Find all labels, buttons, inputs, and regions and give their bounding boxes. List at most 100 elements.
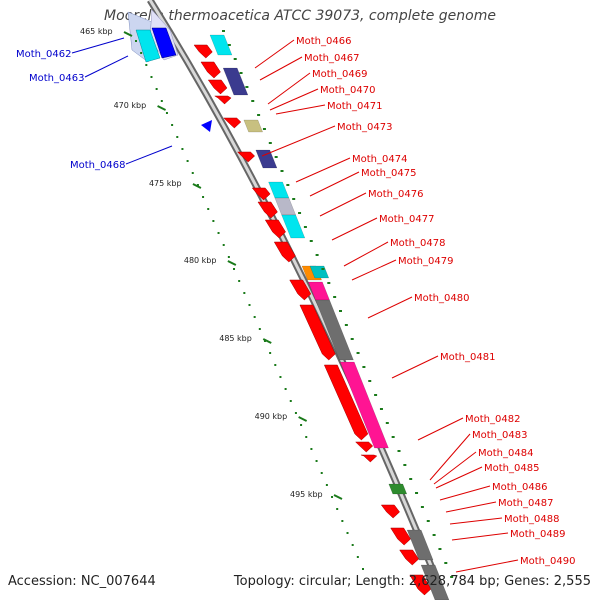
backbone-highlight (148, 0, 447, 600)
track-dot (274, 364, 277, 366)
gene-label: Moth_0487 (498, 498, 553, 509)
scale-tick-label: 470 kbp (114, 101, 147, 110)
track-dot (212, 220, 215, 222)
gene-label-leader (455, 559, 519, 573)
gene-label-leader (319, 192, 367, 217)
gene-label: Moth_0485 (484, 463, 539, 474)
scale-tick-mark (262, 338, 272, 344)
gene-label-leader (269, 88, 319, 111)
scale-tick-mark (192, 183, 202, 189)
gene-label: Moth_0462 (16, 49, 71, 60)
scale-tick-label: 490 kbp (255, 412, 288, 421)
gene-label: Moth_0466 (296, 36, 351, 47)
track-dot (258, 328, 261, 330)
forward-gene-mark (200, 61, 221, 79)
track-dot (160, 100, 163, 102)
track-dot (336, 508, 339, 510)
gene-label-leader (433, 451, 477, 485)
track-dot (217, 232, 220, 234)
gene-label: Moth_0479 (398, 256, 453, 267)
track-dot (391, 436, 395, 438)
track-dot (294, 412, 297, 414)
track-dot (438, 548, 442, 550)
forward-gene-mark (251, 187, 271, 201)
track-dot (321, 268, 325, 270)
track-dot (145, 64, 148, 66)
gene-label-leader (445, 501, 497, 513)
gene-label-leader (429, 433, 471, 481)
track-dot (181, 148, 184, 150)
track-dot (361, 568, 364, 570)
gene-label-leader (267, 72, 311, 105)
track-dot (257, 114, 261, 116)
cog-block (281, 214, 306, 239)
track-dot (346, 532, 349, 534)
track-dot (450, 576, 454, 578)
gene-label-leader (295, 157, 351, 183)
track-dot (135, 40, 137, 42)
track-dot (315, 460, 318, 462)
track-dot (356, 352, 360, 354)
gene-label-leader (261, 125, 336, 157)
gene-label: Moth_0463 (29, 73, 84, 84)
scale-tick-mark (157, 105, 167, 111)
track-dot (362, 366, 366, 368)
gene-label-leader (343, 241, 389, 267)
track-dot (341, 520, 344, 522)
scale-tick-mark (298, 416, 308, 422)
track-dot (274, 156, 278, 158)
track-dot (339, 310, 342, 312)
track-dot (397, 450, 401, 452)
gene-label-leader (391, 355, 439, 379)
track-dot (344, 324, 348, 326)
track-dot (269, 352, 272, 354)
scale-tick-label: 495 kbp (290, 490, 323, 499)
forward-gene-mark (355, 441, 374, 453)
track-dot (292, 198, 296, 200)
cog-block (420, 564, 450, 600)
gene-label: Moth_0481 (440, 352, 495, 363)
map-title: Moorella thermoacetica ATCC 39073, compl… (104, 8, 496, 24)
cog-block (274, 197, 297, 216)
track-dot (243, 292, 246, 294)
track-dot (233, 58, 237, 60)
gene-label: Moth_0470 (320, 85, 375, 96)
track-dot (327, 282, 331, 284)
track-dot (444, 562, 448, 564)
reverse-gene-mark (151, 27, 177, 59)
track-dot (207, 208, 210, 210)
forward-gene-mark (399, 549, 420, 566)
gene-label-leader (367, 296, 413, 319)
scale-tick-label: 465 kbp (80, 27, 113, 36)
forward-gene-mark (409, 574, 432, 596)
forward-gene-mark (390, 527, 411, 546)
cog-block (222, 67, 249, 96)
forward-gene-mark (323, 364, 369, 441)
gene-label-leader (449, 517, 503, 525)
gene-label: Moth_0484 (478, 448, 533, 459)
track-dot (374, 394, 378, 396)
track-dot (331, 496, 334, 498)
gene-label: Moth_0476 (368, 189, 423, 200)
track-dot (227, 44, 231, 46)
track-dot (351, 544, 354, 546)
gene-label-leader (71, 37, 125, 54)
gene-label: Moth_0483 (472, 430, 527, 441)
track-dot (222, 244, 225, 246)
accession-label: Accession: NC_007644 (8, 574, 156, 589)
gene-label-leader (417, 417, 464, 441)
gene-label: Moth_0475 (361, 168, 416, 179)
gene-label-leader (451, 532, 509, 541)
scale-tick-label: 480 kbp (184, 256, 217, 265)
scale-tick-label: 485 kbp (219, 334, 252, 343)
track-dot (309, 240, 313, 242)
gene-label: Moth_0469 (312, 69, 367, 80)
gene-label: Moth_0474 (352, 154, 407, 165)
track-dot (140, 52, 143, 54)
cog-block (388, 483, 408, 495)
track-dot (150, 76, 153, 78)
track-dot (298, 212, 302, 214)
gene-label-leader (351, 259, 397, 281)
gene-label-leader (254, 39, 295, 69)
